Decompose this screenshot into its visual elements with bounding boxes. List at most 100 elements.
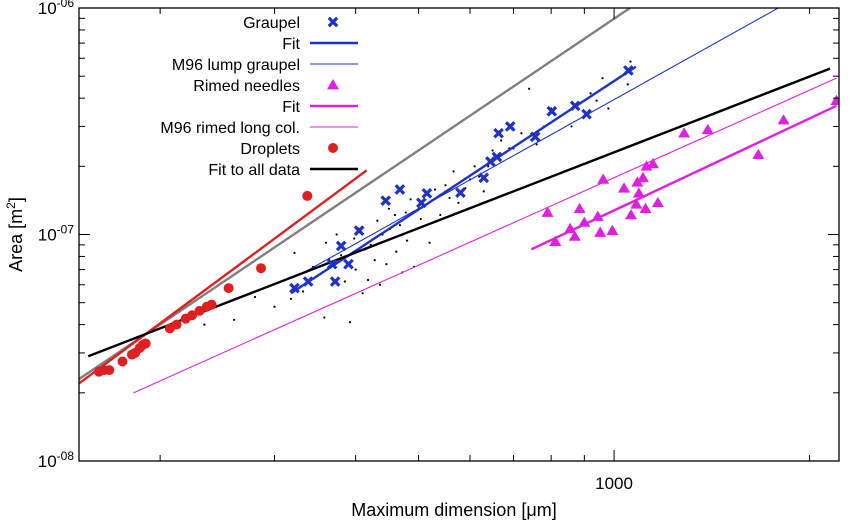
sample-dot [348,321,352,324]
sample-dot [607,107,610,110]
sample-dot [601,77,604,80]
y-tick-label-exponent: -06 [57,0,75,10]
rimed-needles-point [591,210,604,221]
legend-label-droplets: Droplets [240,141,300,158]
sample-dot [626,83,629,86]
sample-dot [528,87,531,90]
rimed-needles-point [636,171,649,183]
plot-frame [78,7,840,462]
series-1-fit-line [290,65,637,295]
plot-area [79,8,839,394]
graupel-point [394,184,406,195]
graupel-point [529,131,541,143]
sample-dot [535,143,538,146]
rimed-needles-point [777,114,790,125]
sample-dot [595,99,598,102]
y-tick-label-base: 10 [38,0,57,18]
legend-label-graupel: Graupel [243,15,300,32]
rimed-needles-point [701,123,714,135]
legend: Graupel Fit M96 lump graupel Rimed needles F… [160,15,358,179]
rimed-needles-point [752,148,765,160]
y-axis-label: Area [m2] [4,197,26,272]
sample-dot [361,292,364,295]
sample-dot [478,175,481,178]
graupel-point [455,187,466,198]
droplets-point [256,263,267,274]
droplets-point [140,338,151,349]
legend-swatch-droplets [328,143,338,153]
droplets-point [206,299,217,310]
y-tick-label-exponent: -07 [57,223,75,237]
sample-dot [500,139,503,142]
legend-label-fit-to-all-data: Fit to all data [208,162,300,179]
legend-label-rimed-needles: Rimed needles [193,78,300,95]
sample-dot [570,125,573,128]
legend-label-fit: Fit [282,99,300,116]
droplets-point [187,310,198,321]
sample-dot [419,217,422,221]
graupel-point [581,108,592,120]
sample-dot [589,92,592,95]
sample-dot [253,295,257,299]
sample-dot [233,318,236,321]
sample-dot [439,213,442,217]
sample-dot [385,263,388,266]
rimed-needles-point [606,224,619,235]
series-5-m96-rimed-long-col-line [133,77,837,394]
sample-dot [289,297,293,300]
rimed-needles-point [549,235,562,246]
y-tick-label-base: 10 [38,226,57,245]
legend-label-m96-lump-graupel: M96 lump graupel [172,57,300,74]
sample-dot [293,251,296,254]
sample-dot [404,211,407,214]
graupel-point [546,105,558,117]
sample-dot [433,188,437,191]
legend-swatch-graupel [327,16,339,28]
series-2-m96-lump-graupel-line [301,8,779,275]
sample-dot [444,184,447,187]
droplets-point [302,190,313,201]
sample-dot [387,207,390,210]
y-tick-label: 10-06 [38,0,75,18]
sample-dot [448,196,451,200]
sample-dot [373,259,376,262]
rimed-needles-point [594,226,607,237]
graupel-point [326,258,338,270]
graupel-point [504,121,516,132]
x-axis-label: Maximum dimension [μm] [351,500,556,520]
rimed-needles-point [651,196,664,208]
rimed-needles-point [578,216,591,227]
sample-dot [473,165,476,168]
droplets-point [223,283,234,294]
legend-swatch-rimed-needles [327,79,339,90]
series-7-line-line [79,8,631,381]
rimed-needles-point [618,182,631,193]
sample-dot [378,283,382,286]
rimed-needles-point [568,230,581,241]
sample-dot [393,213,397,217]
sample-dot [491,149,494,152]
rimed-needles-point [597,173,610,184]
series-4-fit-line [530,104,837,251]
graupel-point [335,240,347,252]
graupel-point [380,195,392,207]
sample-dot [301,290,305,293]
graupel-point [478,172,490,184]
sample-dot [457,201,460,204]
sample-dot [340,254,343,257]
sample-dot [366,278,370,282]
sample-dot [353,237,356,240]
graupel-point [302,276,314,287]
graupel-point [289,282,300,294]
series-8-line-line [79,169,368,385]
sample-dot [376,219,379,222]
x-tick-label: 1000 [595,474,633,493]
rimed-needles-point [625,208,638,220]
droplets-point [194,305,205,316]
graupel-point [416,197,427,209]
rimed-needles-point [678,127,691,138]
legend-label-m96-rimed-long-col: M96 rimed long col. [160,120,300,137]
droplets-point [104,365,115,376]
